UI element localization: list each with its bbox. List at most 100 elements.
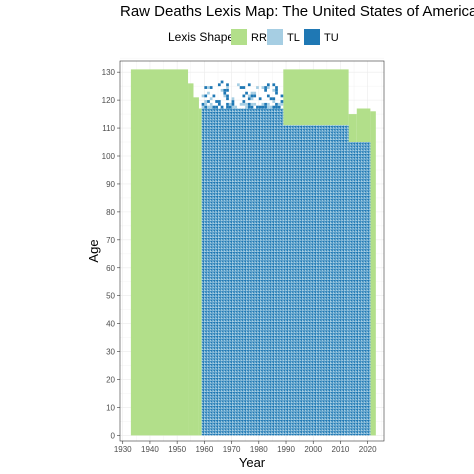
y-tick-label: 70	[106, 236, 115, 245]
x-tick-label: 1950	[168, 445, 186, 454]
sparse-cell	[231, 102, 235, 106]
sparse-cell	[275, 86, 278, 89]
sparse-cell	[247, 102, 251, 106]
sparse-cell	[277, 105, 281, 109]
sparse-cell	[204, 105, 208, 109]
legend-key-tl	[267, 29, 283, 45]
sparse-cell	[247, 83, 251, 87]
sparse-cell	[226, 97, 229, 101]
sparse-cell	[226, 83, 229, 87]
sparse-cell	[275, 88, 278, 92]
sparse-cell	[207, 105, 210, 109]
x-tick-label: 1940	[141, 445, 159, 454]
rr-region	[356, 108, 371, 143]
lexis-triangle-region	[348, 142, 371, 436]
rr-region	[193, 97, 199, 436]
sparse-cell	[272, 97, 276, 101]
sparse-cell	[239, 102, 243, 106]
x-tick-label: 2010	[332, 445, 350, 454]
y-tick-label: 50	[106, 292, 115, 301]
sparse-cell	[266, 94, 270, 98]
y-tick-label: 60	[106, 264, 115, 273]
rr-region	[370, 111, 376, 436]
sparse-cell	[217, 83, 221, 87]
sparse-cell	[201, 102, 205, 106]
sparse-cell	[226, 105, 229, 109]
sparse-cell	[204, 94, 208, 98]
sparse-cell	[253, 91, 257, 95]
sparse-cell	[250, 94, 254, 98]
sparse-cell	[250, 102, 254, 106]
sparse-cell	[201, 105, 205, 109]
sparse-cell	[272, 105, 276, 109]
y-tick-label: 20	[106, 376, 115, 385]
y-tick-label: 80	[106, 208, 115, 217]
sparse-cell	[212, 94, 216, 98]
sparse-cell	[204, 100, 208, 103]
sparse-cell	[209, 97, 213, 101]
sparse-cell	[250, 105, 254, 109]
sparse-cell	[250, 91, 254, 95]
y-tick-label: 90	[106, 180, 115, 189]
sparse-cell	[226, 94, 229, 98]
sparse-cell	[237, 83, 240, 87]
sparse-cell	[207, 100, 210, 103]
sparse-cell	[226, 88, 229, 92]
y-tick-label: 130	[102, 68, 116, 77]
sparse-cell	[280, 94, 284, 98]
sparse-cell	[226, 102, 229, 106]
sparse-cell	[256, 105, 259, 109]
y-tick-label: 100	[102, 152, 116, 161]
chart-title: Raw Deaths Lexis Map: The United States …	[120, 3, 474, 20]
lexis-cells	[130, 69, 376, 436]
sparse-cell	[264, 105, 267, 109]
sparse-cell	[272, 83, 276, 87]
y-axis-title: Age	[86, 239, 101, 262]
legend-key-tu	[304, 29, 320, 45]
x-tick-label: 2020	[359, 445, 377, 454]
sparse-cell	[266, 83, 270, 87]
rr-region	[198, 108, 202, 436]
x-axis-title: Year	[239, 455, 266, 470]
sparse-cell	[204, 86, 208, 89]
sparse-cell	[247, 97, 251, 101]
legend-label-rr: RR	[251, 32, 267, 44]
sparse-cell	[215, 100, 218, 103]
sparse-cell	[215, 105, 218, 109]
y-tick-label: 40	[106, 320, 115, 329]
sparse-cell	[231, 100, 235, 103]
sparse-cell	[266, 86, 270, 89]
sparse-cell	[280, 100, 284, 103]
legend-label-tl: TL	[287, 32, 300, 44]
legend-label-tu: TU	[324, 32, 339, 44]
sparse-cell	[275, 91, 278, 95]
sparse-cell	[275, 105, 278, 109]
x-tick-label: 1970	[223, 445, 241, 454]
sparse-cell	[266, 102, 270, 106]
sparse-cell	[269, 105, 273, 109]
rr-region	[348, 114, 357, 143]
sparse-cell	[261, 105, 265, 109]
sparse-cell	[272, 100, 276, 103]
sparse-cell	[207, 86, 210, 89]
sparse-cell	[264, 102, 267, 106]
rr-region	[283, 69, 349, 126]
sparse-cell	[245, 102, 248, 106]
sparse-cell	[209, 105, 213, 109]
sparse-cell	[204, 102, 208, 106]
sparse-cell	[234, 105, 238, 109]
sparse-cell	[242, 100, 246, 103]
sparse-cell	[280, 102, 284, 106]
sparse-cell	[256, 86, 259, 89]
lexis-triangle-region	[201, 108, 284, 436]
rr-region	[188, 83, 194, 436]
sparse-cell	[212, 105, 216, 109]
legend-title: Lexis Shape	[168, 30, 234, 44]
sparse-cell	[261, 86, 265, 89]
sparse-cell	[220, 105, 224, 109]
sparse-cell	[223, 88, 227, 92]
sparse-cell	[226, 86, 229, 89]
sparse-cell	[247, 105, 251, 109]
legend-key-rr	[231, 29, 247, 45]
